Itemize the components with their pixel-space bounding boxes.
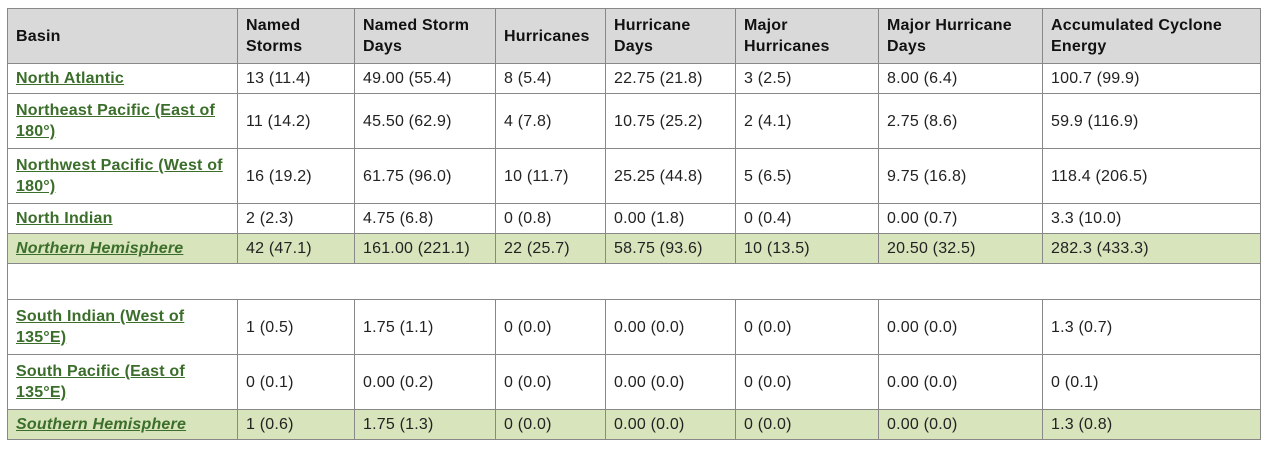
total-row-southern: Southern Hemisphere 1 (0.6) 1.75 (1.3) 0… xyxy=(7,409,1261,440)
table-cell: 0.00 (0.0) xyxy=(878,409,1043,440)
spacer-row xyxy=(7,263,1261,300)
table-cell: 16 (19.2) xyxy=(237,148,355,204)
basin-cell: South Pacific (East of 135°E) xyxy=(7,354,238,410)
basin-cell: South Indian (West of 135°E) xyxy=(7,299,238,355)
table-row: Northwest Pacific (West of 180°) 16 (19.… xyxy=(7,148,1261,204)
table-cell: 0 (0.0) xyxy=(495,354,606,410)
header-ace: Accumulated Cyclone Energy xyxy=(1042,8,1261,64)
table-cell: 25.25 (44.8) xyxy=(605,148,736,204)
table-row: North Indian 2 (2.3) 4.75 (6.8) 0 (0.8) … xyxy=(7,203,1261,234)
table-cell: 0 (0.1) xyxy=(1042,354,1261,410)
table-cell: 2 (2.3) xyxy=(237,203,355,234)
basin-cell: North Indian xyxy=(7,203,238,234)
header-major-hurricanes: Major Hurricanes xyxy=(735,8,879,64)
table-cell: 0 (0.4) xyxy=(735,203,879,234)
table-cell: 0.00 (0.0) xyxy=(878,299,1043,355)
table-cell: 10 (13.5) xyxy=(735,233,879,264)
table-cell: 42 (47.1) xyxy=(237,233,355,264)
header-major-hurricane-days: Major Hurricane Days xyxy=(878,8,1043,64)
table-cell: 2.75 (8.6) xyxy=(878,93,1043,149)
table-cell: 58.75 (93.6) xyxy=(605,233,736,264)
table-cell: 59.9 (116.9) xyxy=(1042,93,1261,149)
table-cell: 20.50 (32.5) xyxy=(878,233,1043,264)
table-cell: 9.75 (16.8) xyxy=(878,148,1043,204)
table-cell: 1 (0.5) xyxy=(237,299,355,355)
header-row: Basin Named Storms Named Storm Days Hurr… xyxy=(7,8,1261,64)
table-cell: 1.75 (1.1) xyxy=(354,299,496,355)
table-cell: 22 (25.7) xyxy=(495,233,606,264)
header-named-storms: Named Storms xyxy=(237,8,355,64)
table-cell: 282.3 (433.3) xyxy=(1042,233,1261,264)
basin-cell: Northwest Pacific (West of 180°) xyxy=(7,148,238,204)
spacer-cell xyxy=(7,263,1261,300)
table-cell: 0 (0.0) xyxy=(495,299,606,355)
table-cell: 13 (11.4) xyxy=(237,63,355,94)
header-named-storm-days: Named Storm Days xyxy=(354,8,496,64)
table-cell: 61.75 (96.0) xyxy=(354,148,496,204)
table-cell: 4 (7.8) xyxy=(495,93,606,149)
table-cell: 0.00 (0.0) xyxy=(878,354,1043,410)
table-cell: 1.3 (0.7) xyxy=(1042,299,1261,355)
table-cell: 0.00 (0.0) xyxy=(605,354,736,410)
table-cell: 2 (4.1) xyxy=(735,93,879,149)
table-cell: 49.00 (55.4) xyxy=(354,63,496,94)
table-cell: 3 (2.5) xyxy=(735,63,879,94)
table-cell: 1 (0.6) xyxy=(237,409,355,440)
basin-link-north-indian[interactable]: North Indian xyxy=(16,210,113,227)
basin-link-northwest-pacific[interactable]: Northwest Pacific (West of 180°) xyxy=(16,157,223,195)
table-cell: 100.7 (99.9) xyxy=(1042,63,1261,94)
table-cell: 45.50 (62.9) xyxy=(354,93,496,149)
table-cell: 8.00 (6.4) xyxy=(878,63,1043,94)
header-hurricane-days: Hurricane Days xyxy=(605,8,736,64)
table-cell: 0.00 (0.7) xyxy=(878,203,1043,234)
basin-link-north-atlantic[interactable]: North Atlantic xyxy=(16,70,124,87)
table-cell: 0.00 (0.0) xyxy=(605,409,736,440)
total-row-northern: Northern Hemisphere 42 (47.1) 161.00 (22… xyxy=(7,233,1261,264)
table-cell: 118.4 (206.5) xyxy=(1042,148,1261,204)
table-cell: 1.75 (1.3) xyxy=(354,409,496,440)
cyclone-statistics-table: Basin Named Storms Named Storm Days Hurr… xyxy=(7,8,1261,440)
table-cell: 0 (0.0) xyxy=(735,354,879,410)
table-cell: 0 (0.0) xyxy=(735,299,879,355)
table-cell: 1.3 (0.8) xyxy=(1042,409,1261,440)
table-cell: 0.00 (0.0) xyxy=(605,299,736,355)
basin-cell: Southern Hemisphere xyxy=(7,409,238,440)
table-cell: 11 (14.2) xyxy=(237,93,355,149)
table-cell: 10 (11.7) xyxy=(495,148,606,204)
table-cell: 161.00 (221.1) xyxy=(354,233,496,264)
table-row: Northeast Pacific (East of 180°) 11 (14.… xyxy=(7,93,1261,149)
header-hurricanes: Hurricanes xyxy=(495,8,606,64)
table-cell: 0 (0.0) xyxy=(735,409,879,440)
table-row: North Atlantic 13 (11.4) 49.00 (55.4) 8 … xyxy=(7,63,1261,94)
table-cell: 0 (0.0) xyxy=(495,409,606,440)
basin-cell: Northeast Pacific (East of 180°) xyxy=(7,93,238,149)
table-cell: 0.00 (1.8) xyxy=(605,203,736,234)
table-cell: 3.3 (10.0) xyxy=(1042,203,1261,234)
basin-link-northern-hemisphere[interactable]: Northern Hemisphere xyxy=(16,240,184,257)
table-cell: 0 (0.1) xyxy=(237,354,355,410)
table-cell: 0.00 (0.2) xyxy=(354,354,496,410)
table-cell: 5 (6.5) xyxy=(735,148,879,204)
basin-link-south-indian[interactable]: South Indian (West of 135°E) xyxy=(16,308,185,346)
basin-link-south-pacific[interactable]: South Pacific (East of 135°E) xyxy=(16,363,185,401)
table-cell: 4.75 (6.8) xyxy=(354,203,496,234)
basin-link-northeast-pacific[interactable]: Northeast Pacific (East of 180°) xyxy=(16,102,216,140)
table-cell: 10.75 (25.2) xyxy=(605,93,736,149)
table-cell: 8 (5.4) xyxy=(495,63,606,94)
basin-link-southern-hemisphere[interactable]: Southern Hemisphere xyxy=(16,416,187,433)
table-cell: 0 (0.8) xyxy=(495,203,606,234)
table-row: South Pacific (East of 135°E) 0 (0.1) 0.… xyxy=(7,354,1261,410)
header-basin: Basin xyxy=(7,8,238,64)
basin-cell: North Atlantic xyxy=(7,63,238,94)
cyclone-table-container: Basin Named Storms Named Storm Days Hurr… xyxy=(7,8,1261,440)
table-cell: 22.75 (21.8) xyxy=(605,63,736,94)
basin-cell: Northern Hemisphere xyxy=(7,233,238,264)
table-row: South Indian (West of 135°E) 1 (0.5) 1.7… xyxy=(7,299,1261,355)
